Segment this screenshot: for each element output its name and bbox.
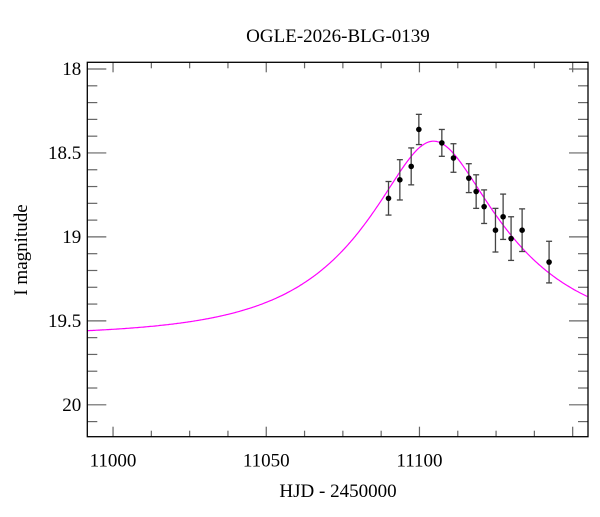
model-curve [87, 140, 588, 332]
data-point [473, 188, 479, 195]
data-point [508, 235, 514, 242]
data-point [385, 195, 392, 202]
data-point [519, 227, 525, 233]
data-point [439, 140, 445, 146]
x-axis-label: HJD - 2450000 [279, 481, 396, 502]
y-tick-label: 18 [62, 59, 81, 80]
y-tick-label: 18.5 [48, 143, 81, 164]
data-point [492, 227, 499, 233]
data-point [416, 126, 422, 133]
data-point [500, 213, 506, 220]
y-tick-label: 19 [62, 227, 81, 248]
y-tick-label: 19.5 [48, 311, 81, 332]
data-point [450, 155, 457, 161]
y-axis-label: I magnitude [11, 204, 32, 295]
data-point [397, 177, 403, 183]
x-tick-label: 11050 [243, 451, 290, 472]
x-tick-label: 11100 [396, 451, 442, 472]
data-point [408, 163, 414, 170]
data-point [546, 259, 552, 265]
data-point [466, 175, 472, 181]
data-point [481, 203, 487, 210]
x-tick-label: 11000 [90, 451, 137, 472]
y-tick-label: 20 [62, 395, 81, 416]
plot-frame [86, 61, 589, 438]
chart-title: OGLE-2026-BLG-0139 [246, 26, 430, 47]
